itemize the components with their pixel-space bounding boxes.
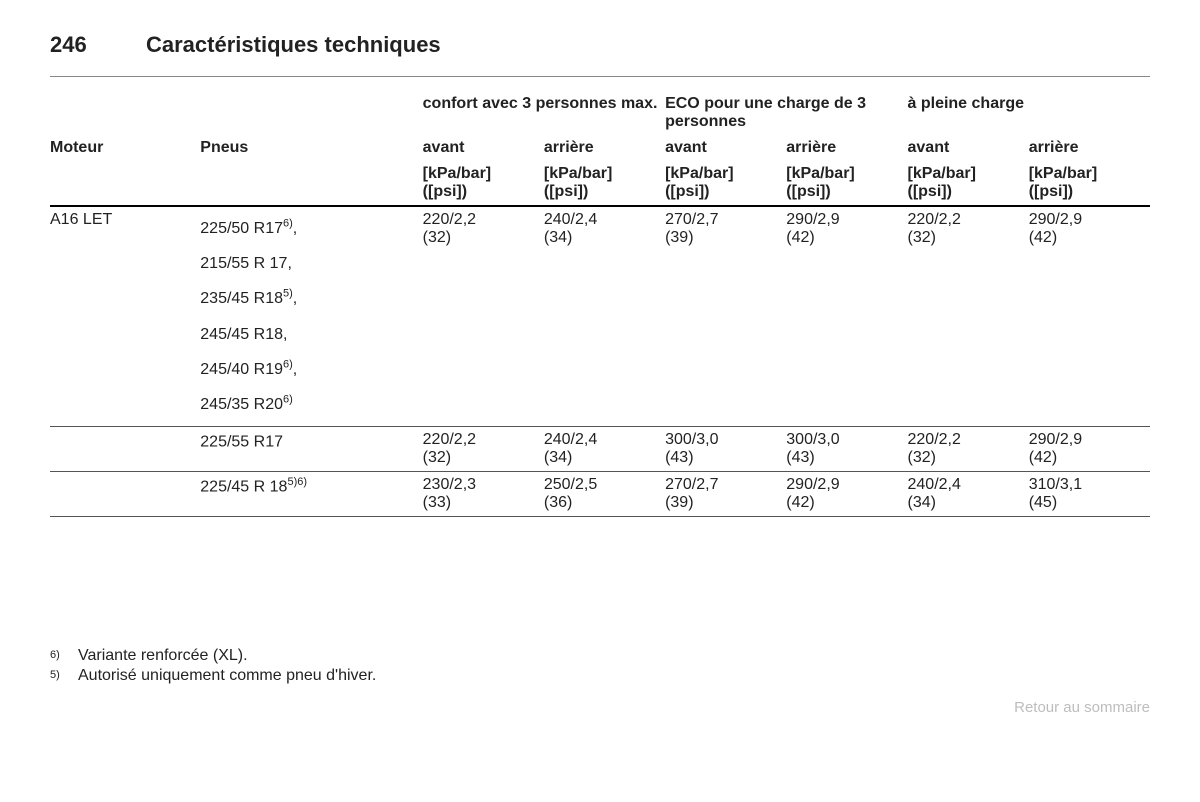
group-header: à pleine charge bbox=[908, 91, 1151, 135]
pressure-cell: 290/2,9(42) bbox=[786, 206, 907, 427]
back-to-toc-link[interactable]: Retour au sommaire bbox=[50, 699, 1150, 716]
pressure-cell: 300/3,0(43) bbox=[665, 427, 786, 472]
footnote-text: Variante renforcée (XL). bbox=[78, 647, 248, 665]
col-engine: Moteur bbox=[50, 135, 200, 161]
pressure-cell: 270/2,7(39) bbox=[665, 206, 786, 427]
footnote: 5) Autorisé uniquement comme pneu d'hive… bbox=[50, 667, 1150, 685]
unit-cell: [kPa/bar]([psi]) bbox=[908, 161, 1029, 206]
table-row: A16 LET 225/50 R176), 215/55 R 17, 235/4… bbox=[50, 206, 1150, 427]
unit-cell: [kPa/bar]([psi]) bbox=[544, 161, 665, 206]
tire-cell: 225/45 R 185)6) bbox=[200, 472, 422, 517]
unit-cell: [kPa/bar]([psi]) bbox=[1029, 161, 1150, 206]
pressure-cell: 220/2,2(32) bbox=[423, 206, 544, 427]
unit-cell: [kPa/bar]([psi]) bbox=[665, 161, 786, 206]
col-rear: arrière bbox=[1029, 135, 1150, 161]
group-header: ECO pour une charge de 3 personnes bbox=[665, 91, 907, 135]
col-tires: Pneus bbox=[200, 135, 422, 161]
pressure-cell: 220/2,2(32) bbox=[908, 427, 1029, 472]
pressure-cell: 240/2,4(34) bbox=[908, 472, 1029, 517]
page-number: 246 bbox=[50, 32, 146, 58]
table-row: 225/55 R17 220/2,2(32) 240/2,4(34) 300/3… bbox=[50, 427, 1150, 472]
footnote-mark: 6) bbox=[50, 647, 78, 661]
pressure-cell: 250/2,5(36) bbox=[544, 472, 665, 517]
unit-cell: [kPa/bar]([psi]) bbox=[786, 161, 907, 206]
unit-cell: [kPa/bar]([psi]) bbox=[423, 161, 544, 206]
group-header: confort avec 3 personnes max. bbox=[423, 91, 665, 135]
pressure-cell: 310/3,1(45) bbox=[1029, 472, 1150, 517]
footnote-mark: 5) bbox=[50, 667, 78, 681]
pressure-cell: 290/2,9(42) bbox=[1029, 206, 1150, 427]
group-header-row: confort avec 3 personnes max. ECO pour u… bbox=[50, 91, 1150, 135]
col-front: avant bbox=[665, 135, 786, 161]
col-rear: arrière bbox=[786, 135, 907, 161]
sub-header-row: Moteur Pneus avant arrière avant arrière… bbox=[50, 135, 1150, 161]
col-front: avant bbox=[423, 135, 544, 161]
engine-cell: A16 LET bbox=[50, 206, 200, 427]
col-front: avant bbox=[908, 135, 1029, 161]
pressure-cell: 220/2,2(32) bbox=[423, 427, 544, 472]
pressure-cell: 220/2,2(32) bbox=[908, 206, 1029, 427]
page-title: Caractéristiques techniques bbox=[146, 32, 441, 58]
footnote: 6) Variante renforcée (XL). bbox=[50, 647, 1150, 665]
pressure-cell: 300/3,0(43) bbox=[786, 427, 907, 472]
table-row: 225/45 R 185)6) 230/2,3(33) 250/2,5(36) … bbox=[50, 472, 1150, 517]
page-header: 246 Caractéristiques techniques bbox=[50, 32, 1150, 58]
header-rule bbox=[50, 76, 1150, 77]
pressure-cell: 270/2,7(39) bbox=[665, 472, 786, 517]
unit-header-row: [kPa/bar]([psi]) [kPa/bar]([psi]) [kPa/b… bbox=[50, 161, 1150, 206]
pressure-cell: 240/2,4(34) bbox=[544, 427, 665, 472]
pressure-cell: 240/2,4(34) bbox=[544, 206, 665, 427]
page: 246 Caractéristiques techniques confort … bbox=[0, 0, 1200, 736]
pressure-cell: 290/2,9(42) bbox=[786, 472, 907, 517]
pressure-cell: 290/2,9(42) bbox=[1029, 427, 1150, 472]
col-rear: arrière bbox=[544, 135, 665, 161]
footnotes: 6) Variante renforcée (XL). 5) Autorisé … bbox=[50, 647, 1150, 685]
footnote-text: Autorisé uniquement comme pneu d'hiver. bbox=[78, 667, 376, 685]
spec-table: confort avec 3 personnes max. ECO pour u… bbox=[50, 91, 1150, 517]
pressure-cell: 230/2,3(33) bbox=[423, 472, 544, 517]
tire-cell: 225/55 R17 bbox=[200, 427, 422, 472]
tire-cell: 225/50 R176), 215/55 R 17, 235/45 R185),… bbox=[200, 206, 422, 427]
